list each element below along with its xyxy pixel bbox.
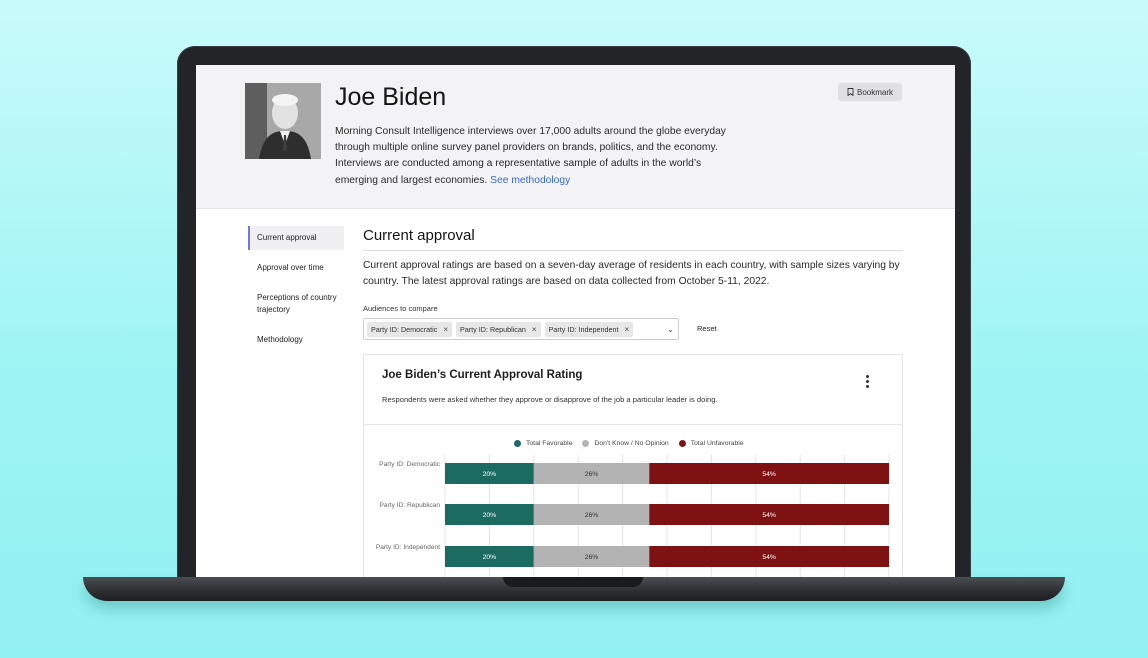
chip-label: Party ID: Democratic xyxy=(371,324,438,334)
audiences-label: Audiences to compare xyxy=(363,304,438,313)
category-label: Party ID: Independent xyxy=(376,544,440,551)
reset-button[interactable]: Reset xyxy=(697,324,717,333)
bar-value-label: 26% xyxy=(585,471,599,478)
bookmark-icon xyxy=(847,88,854,96)
stacked-bar-chart: Party ID: Democratic 20% 26% 54% Party ID: R… xyxy=(376,455,890,577)
bar-segment[interactable] xyxy=(445,546,534,567)
laptop-notch xyxy=(503,577,643,587)
approval-chart-card: Joe Biden’s Current Approval Rating Resp… xyxy=(363,354,903,577)
bar-segment[interactable] xyxy=(445,504,534,525)
sidebar-item-current-approval[interactable]: Current approval xyxy=(248,226,344,250)
legend-label: Total Unfavorable xyxy=(690,440,744,447)
bar-value-label: 54% xyxy=(762,512,776,519)
bar-segment[interactable] xyxy=(533,463,650,484)
bar-segment[interactable] xyxy=(649,546,889,567)
legend-item-neutral: Don't Know / No Opinion xyxy=(582,440,669,447)
legend-label: Total Favorable xyxy=(526,440,573,447)
leader-name: Joe Biden xyxy=(335,83,447,111)
bar-segment[interactable] xyxy=(649,504,889,525)
sidebar-item-perceptions[interactable]: Perceptions of country trajectory xyxy=(257,293,337,314)
bar-segment[interactable] xyxy=(533,504,650,525)
chip-label: Party ID: Independent xyxy=(548,324,619,334)
category-label: Party ID: Republican xyxy=(380,502,441,509)
bar-segment[interactable] xyxy=(649,463,889,484)
legend-dot xyxy=(514,440,521,447)
description-text: Morning Consult Intelligence interviews … xyxy=(335,126,726,186)
bar-value-label: 20% xyxy=(483,554,497,561)
section-title: Current approval xyxy=(363,227,475,244)
legend-label: Don't Know / No Opinion xyxy=(594,440,669,447)
bar-value-label: 20% xyxy=(483,471,497,478)
legend-item-favorable: Total Favorable xyxy=(514,440,572,447)
sidebar-item-approval-over-time[interactable]: Approval over time xyxy=(257,263,324,272)
sidebar-item-methodology[interactable]: Methodology xyxy=(257,335,303,344)
more-options-icon[interactable] xyxy=(864,375,870,391)
audience-chip-republican: Party ID: Republican × xyxy=(455,321,541,337)
leader-description: Morning Consult Intelligence interviews … xyxy=(335,124,735,189)
audience-chip-independent: Party ID: Independent × xyxy=(544,321,634,337)
remove-chip-icon[interactable]: × xyxy=(624,324,630,334)
chart-legend: Total Favorable Don't Know / No Opinion … xyxy=(514,440,744,447)
card-divider xyxy=(364,424,902,425)
chevron-down-icon[interactable]: ⌄ xyxy=(667,324,674,334)
bookmark-label: Bookmark xyxy=(856,87,893,97)
remove-chip-icon[interactable]: × xyxy=(531,324,537,334)
sidebar-nav: Current approval Approval over time Perc… xyxy=(248,226,344,352)
legend-dot xyxy=(678,440,686,447)
leader-photo xyxy=(245,83,321,159)
methodology-link[interactable]: See methodology xyxy=(490,174,571,186)
chart-subtitle: Respondents were asked whether they appr… xyxy=(382,395,718,404)
bar-value-label: 20% xyxy=(483,512,497,519)
category-label: Party ID: Democratic xyxy=(379,461,441,468)
remove-chip-icon[interactable]: × xyxy=(443,324,448,334)
audience-chip-democratic: Party ID: Democratic × xyxy=(367,321,452,337)
bar-value-label: 26% xyxy=(585,554,599,561)
bar-value-label: 54% xyxy=(762,471,776,478)
browser-screen: Joe Biden Morning Consult Intelligence i… xyxy=(196,65,955,577)
chart-title: Joe Biden’s Current Approval Rating xyxy=(382,369,583,381)
audiences-select[interactable]: Party ID: Democratic × Party ID: Republi… xyxy=(363,318,679,340)
bar-segment[interactable] xyxy=(445,463,534,484)
legend-item-unfavorable: Total Unfavorable xyxy=(678,440,744,447)
section-divider xyxy=(363,250,903,251)
legend-dot xyxy=(582,440,590,447)
chip-label: Party ID: Republican xyxy=(459,324,526,334)
section-description: Current approval ratings are based on a … xyxy=(363,260,900,287)
bookmark-button[interactable]: Bookmark xyxy=(838,83,902,101)
bar-value-label: 26% xyxy=(585,512,599,519)
profile-header: Joe Biden Morning Consult Intelligence i… xyxy=(196,65,955,209)
bar-value-label: 54% xyxy=(762,554,776,561)
bar-segment[interactable] xyxy=(533,546,650,567)
